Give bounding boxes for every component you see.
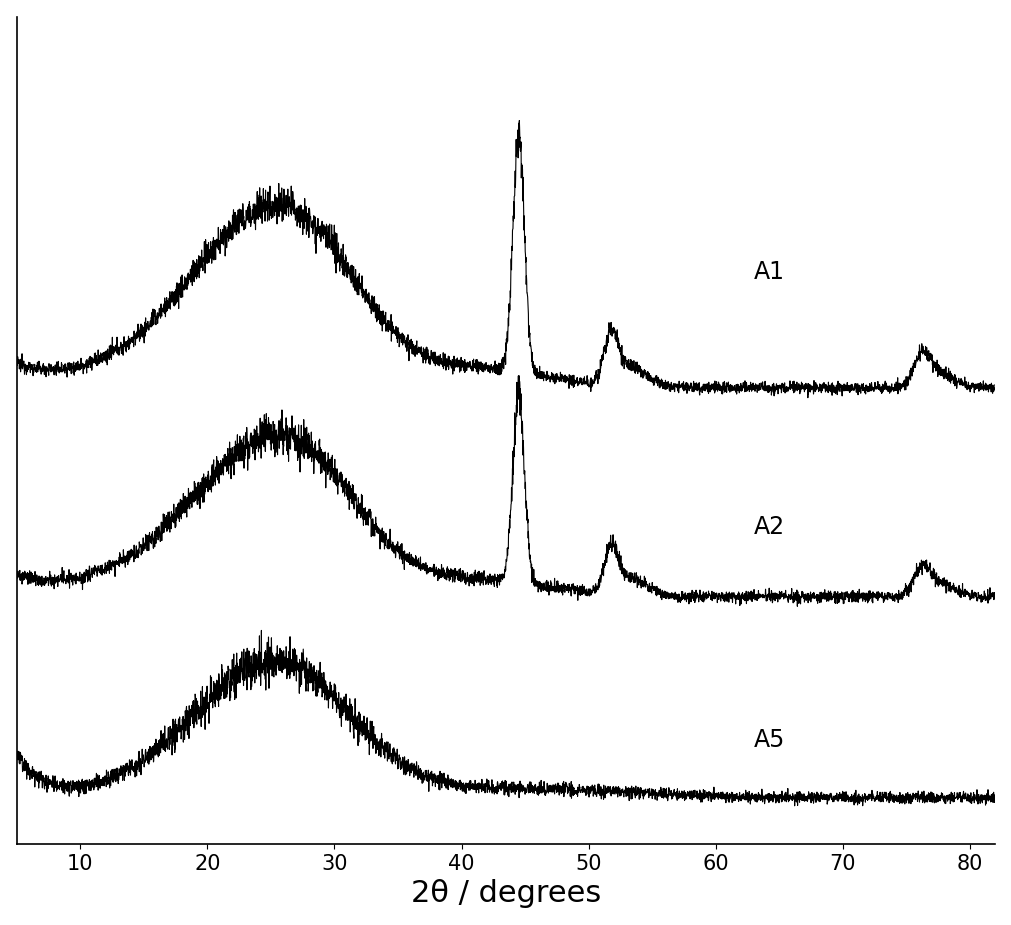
Text: A2: A2 xyxy=(753,515,785,539)
Text: A5: A5 xyxy=(753,729,785,752)
X-axis label: 2θ / degrees: 2θ / degrees xyxy=(410,880,601,908)
Text: A1: A1 xyxy=(753,260,785,284)
